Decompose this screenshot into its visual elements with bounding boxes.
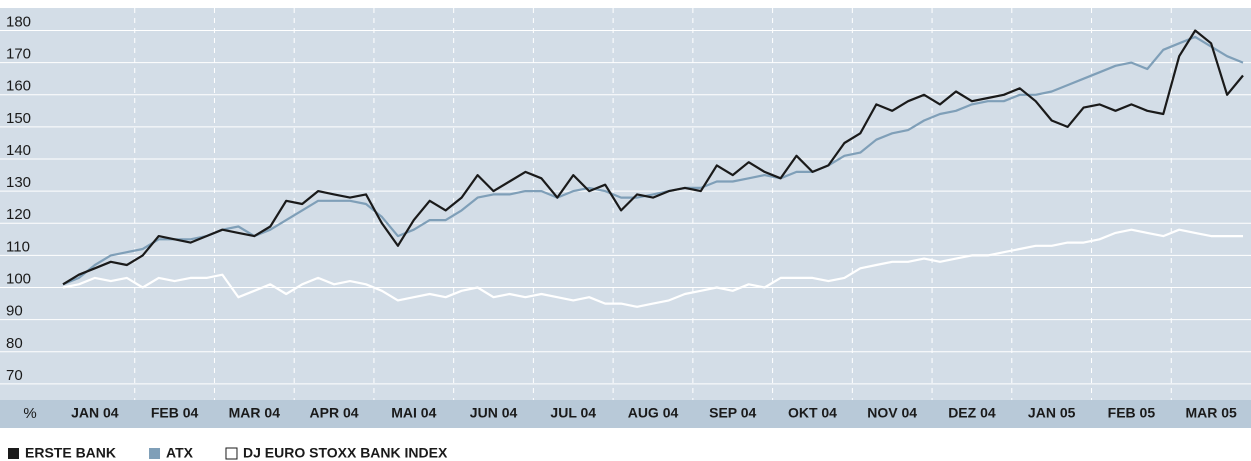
- y-tick-label: 130: [6, 174, 31, 191]
- y-tick-label: 120: [6, 206, 31, 223]
- x-tick-label: SEP 04: [709, 405, 756, 421]
- series-line: [62, 228, 1243, 308]
- y-tick-label: 90: [6, 303, 23, 320]
- legend-swatch: [8, 448, 19, 459]
- legend-swatch: [149, 448, 161, 459]
- legend-label: ATX: [166, 445, 194, 461]
- y-tick-label: 160: [6, 78, 31, 95]
- x-tick-label: AUG 04: [628, 405, 679, 421]
- x-tick-label: JUL 04: [550, 405, 596, 421]
- x-tick-label: MAI 04: [391, 405, 436, 421]
- y-axis-label: %: [23, 405, 36, 422]
- y-tick-label: 140: [6, 142, 31, 159]
- x-axis-band: [0, 400, 1251, 428]
- x-tick-label: JAN 05: [1028, 405, 1076, 421]
- x-tick-label: JUN 04: [470, 405, 518, 421]
- legend-label: DJ EURO STOXX BANK INDEX: [243, 445, 448, 461]
- x-tick-label: FEB 05: [1108, 405, 1156, 421]
- y-tick-label: 180: [6, 13, 31, 30]
- x-tick-label: NOV 04: [867, 405, 917, 421]
- y-tick-label: 150: [6, 110, 31, 127]
- y-tick-label: 80: [6, 335, 23, 352]
- x-tick-label: FEB 04: [151, 405, 199, 421]
- x-tick-label: JAN 04: [71, 405, 119, 421]
- x-tick-label: APR 04: [310, 405, 359, 421]
- plot-background: [0, 8, 1251, 400]
- y-tick-label: 100: [6, 271, 31, 288]
- x-tick-label: DEZ 04: [948, 405, 996, 421]
- y-tick-label: 170: [6, 46, 31, 63]
- x-tick-label: OKT 04: [788, 405, 837, 421]
- legend-swatch: [225, 447, 238, 460]
- legend-label: ERSTE BANK: [25, 445, 116, 461]
- x-tick-label: MAR 05: [1185, 405, 1237, 421]
- series-line: [62, 29, 1244, 286]
- x-tick-label: MAR 04: [229, 405, 281, 421]
- y-tick-label: 70: [6, 367, 23, 384]
- y-tick-label: 110: [6, 238, 30, 255]
